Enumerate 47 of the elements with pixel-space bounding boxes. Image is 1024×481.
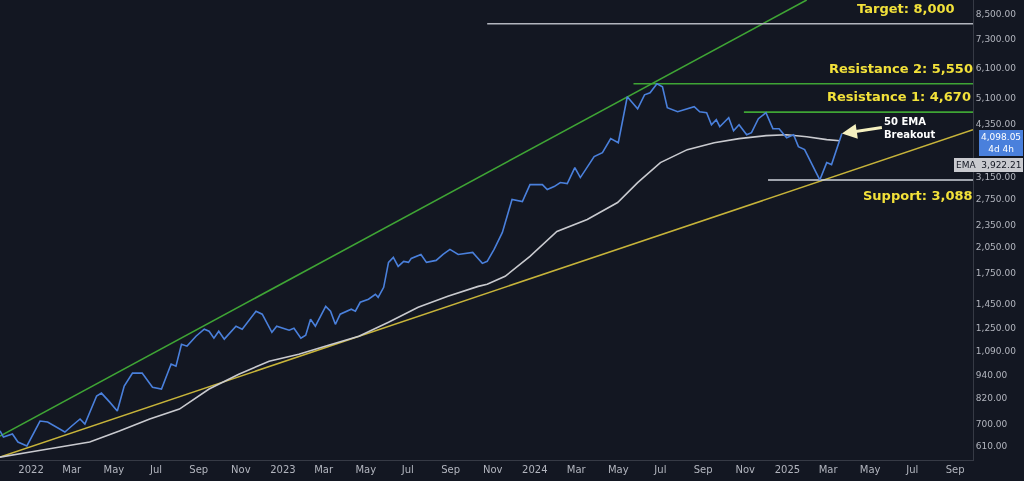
x-tick-label: Jul [148, 464, 162, 475]
y-tick-label: 1,090.00 [975, 345, 1017, 356]
y-tick-label: 2,050.00 [975, 242, 1017, 253]
y-tick-label: 6,100.00 [975, 63, 1017, 74]
annotation: Support: 3,088 [863, 188, 973, 203]
x-tick-label: Jul [905, 464, 919, 475]
y-tick-label: 1,250.00 [975, 323, 1017, 334]
x-tick-label: Nov [231, 464, 251, 475]
x-tick-label: May [607, 464, 629, 475]
x-tick-label: May [103, 464, 125, 475]
x-tick-label: 2025 [774, 464, 801, 475]
y-tick-label: 7,300.00 [975, 33, 1017, 44]
x-tick-label: Mar [566, 464, 587, 475]
y-tick-label: 820.00 [975, 392, 1008, 403]
text: 4,098.05 4d 4h [981, 132, 1022, 154]
x-tick-label: 2023 [270, 464, 296, 475]
x-tick-label: Mar [62, 464, 83, 475]
y-tick-label: 940.00 [975, 370, 1008, 381]
x-tick-label: May [859, 464, 881, 475]
y-tick-label: 2,350.00 [975, 219, 1017, 230]
x-tick-label: Jul [400, 464, 414, 475]
x-tick-label: Jul [653, 464, 667, 475]
x-tick-label: 2022 [18, 464, 44, 475]
x-tick-label: Sep [189, 464, 209, 475]
x-tick-label: Nov [482, 464, 503, 475]
y-tick-label: 5,100.00 [975, 92, 1017, 103]
y-tick-label: 700.00 [975, 418, 1008, 429]
y-tick-label: 1,450.00 [975, 299, 1017, 310]
x-tick-label: Mar [314, 464, 334, 475]
annotation: Target: 8,000 [857, 1, 955, 16]
x-tick-label: Mar [818, 464, 839, 475]
annotation: Resistance 1: 4,670 [827, 89, 971, 104]
y-tick-label: 2,750.00 [975, 194, 1017, 205]
x-tick-label: May [355, 464, 377, 475]
x-tick-label: Nov [735, 464, 756, 475]
x-tick-label: 2024 [522, 464, 548, 475]
annotation: EMA 3,922.21 [956, 160, 1022, 170]
annotation: 50 EMA Breakout [884, 116, 936, 140]
y-tick-label: 610.00 [975, 441, 1008, 452]
x-tick-label: Sep [693, 464, 713, 475]
y-tick-label: 8,500.00 [975, 9, 1017, 20]
x-tick-label: Sep [945, 464, 965, 475]
y-tick-label: 1,750.00 [975, 268, 1017, 279]
y-tick-label: 4,350.00 [975, 118, 1017, 129]
annotation: Resistance 2: 5,550 [829, 61, 973, 76]
x-tick-label: Sep [441, 464, 461, 475]
y-tick-label: 3,150.00 [975, 171, 1017, 182]
